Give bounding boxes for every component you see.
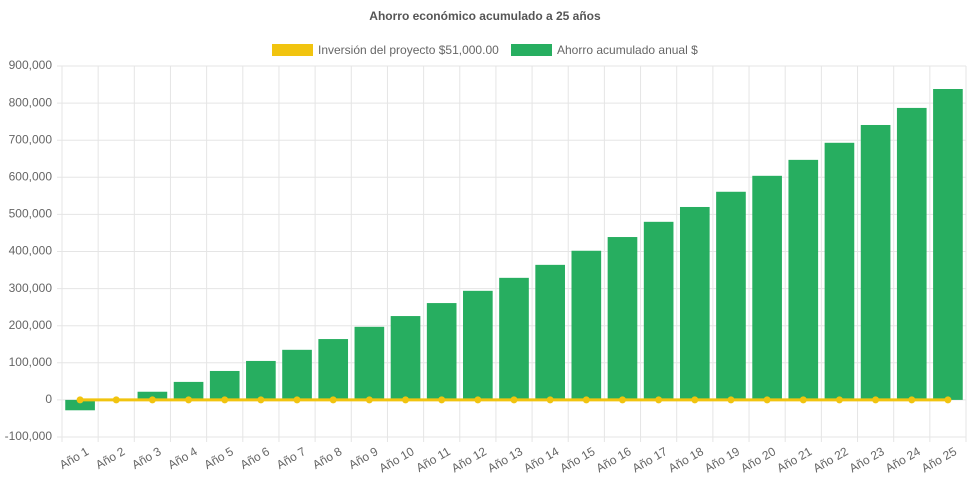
legend-label: Inversión del proyecto $51,000.00: [318, 43, 499, 57]
bar: [137, 391, 168, 400]
bar: [463, 290, 493, 400]
line-point: [908, 396, 916, 404]
y-tick-label: 400,000: [9, 244, 53, 258]
x-tick-label: Año 7: [274, 444, 308, 472]
x-tick-label: Año 2: [93, 444, 127, 472]
bar: [716, 191, 746, 400]
y-tick-label: 500,000: [9, 207, 53, 221]
bar: [643, 221, 674, 400]
line-point: [329, 396, 337, 404]
x-tick-label: Año 19: [702, 444, 742, 475]
line-point: [691, 396, 699, 404]
line-point: [293, 396, 301, 404]
y-tick-label: 800,000: [9, 95, 53, 109]
line-point: [763, 396, 771, 404]
line-point: [365, 396, 373, 404]
x-tick-label: Año 24: [883, 444, 923, 475]
y-tick-label: 100,000: [9, 355, 53, 369]
y-tick-label: 600,000: [9, 169, 53, 183]
x-tick-label: Año 23: [847, 444, 887, 475]
bar: [860, 124, 891, 400]
x-tick-label: Año 10: [377, 444, 417, 475]
bar: [65, 399, 95, 411]
line-point: [546, 396, 554, 404]
line-point: [727, 396, 735, 404]
bar: [246, 360, 276, 400]
x-tick-label: Año 20: [738, 444, 778, 475]
x-tick-label: Año 5: [202, 444, 236, 472]
line-point: [185, 396, 193, 404]
x-tick-label: Año 9: [346, 444, 380, 472]
bar: [679, 206, 710, 400]
bar: [282, 349, 312, 400]
bar: [824, 142, 855, 400]
line-point: [112, 396, 120, 404]
bar: [354, 326, 385, 400]
legend-label: Ahorro acumulado anual $: [557, 43, 698, 57]
x-tick-label: Año 4: [165, 444, 199, 472]
bar: [426, 303, 457, 400]
x-tick-label: Año 1: [57, 444, 91, 472]
bar: [896, 107, 927, 400]
bar: [788, 159, 819, 400]
bar: [318, 339, 349, 400]
bar: [390, 316, 421, 400]
bar: [173, 381, 204, 400]
line-point: [799, 396, 807, 404]
bar: [499, 277, 529, 400]
x-tick-label: Año 15: [557, 444, 597, 475]
bar: [933, 89, 963, 400]
line-point: [835, 396, 843, 404]
line-point: [582, 396, 590, 404]
line-point: [221, 396, 229, 404]
line-point: [474, 396, 482, 404]
y-tick-label: 300,000: [9, 281, 53, 295]
line-point: [872, 396, 880, 404]
legend-swatch: [511, 44, 552, 56]
bar: [535, 264, 565, 400]
x-tick-label: Año 8: [310, 444, 344, 472]
line-point: [655, 396, 663, 404]
line-point: [618, 396, 626, 404]
x-tick-label: Año 21: [774, 444, 814, 475]
legend-swatch: [272, 44, 313, 56]
line-point: [76, 396, 84, 404]
line-point: [148, 396, 156, 404]
x-tick-label: Año 6: [238, 444, 272, 472]
y-tick-label: 700,000: [9, 132, 53, 146]
x-tick-label: Año 17: [630, 444, 670, 475]
x-tick-label: Año 25: [919, 444, 959, 475]
y-tick-label: 0: [45, 392, 52, 406]
x-tick-label: Año 12: [449, 444, 489, 475]
x-tick-label: Año 22: [811, 444, 851, 475]
line-point: [257, 396, 265, 404]
x-tick-label: Año 11: [414, 444, 453, 475]
y-tick-label: 900,000: [9, 58, 53, 72]
line-point: [510, 396, 518, 404]
line-point: [438, 396, 446, 404]
bar: [607, 237, 638, 400]
x-tick-label: Año 3: [129, 444, 163, 472]
bar: [209, 370, 240, 400]
y-tick-label: -100,000: [5, 429, 53, 443]
line-point: [944, 396, 952, 404]
y-tick-label: 200,000: [9, 318, 53, 332]
chart-title: Ahorro económico acumulado a 25 años: [369, 9, 601, 23]
line-point: [402, 396, 410, 404]
x-tick-label: Año 14: [521, 444, 561, 475]
x-tick-label: Año 18: [666, 444, 706, 475]
x-tick-label: Año 16: [594, 444, 634, 475]
x-tick-label: Año 13: [485, 444, 525, 475]
bar: [571, 250, 602, 400]
bar: [752, 175, 782, 400]
